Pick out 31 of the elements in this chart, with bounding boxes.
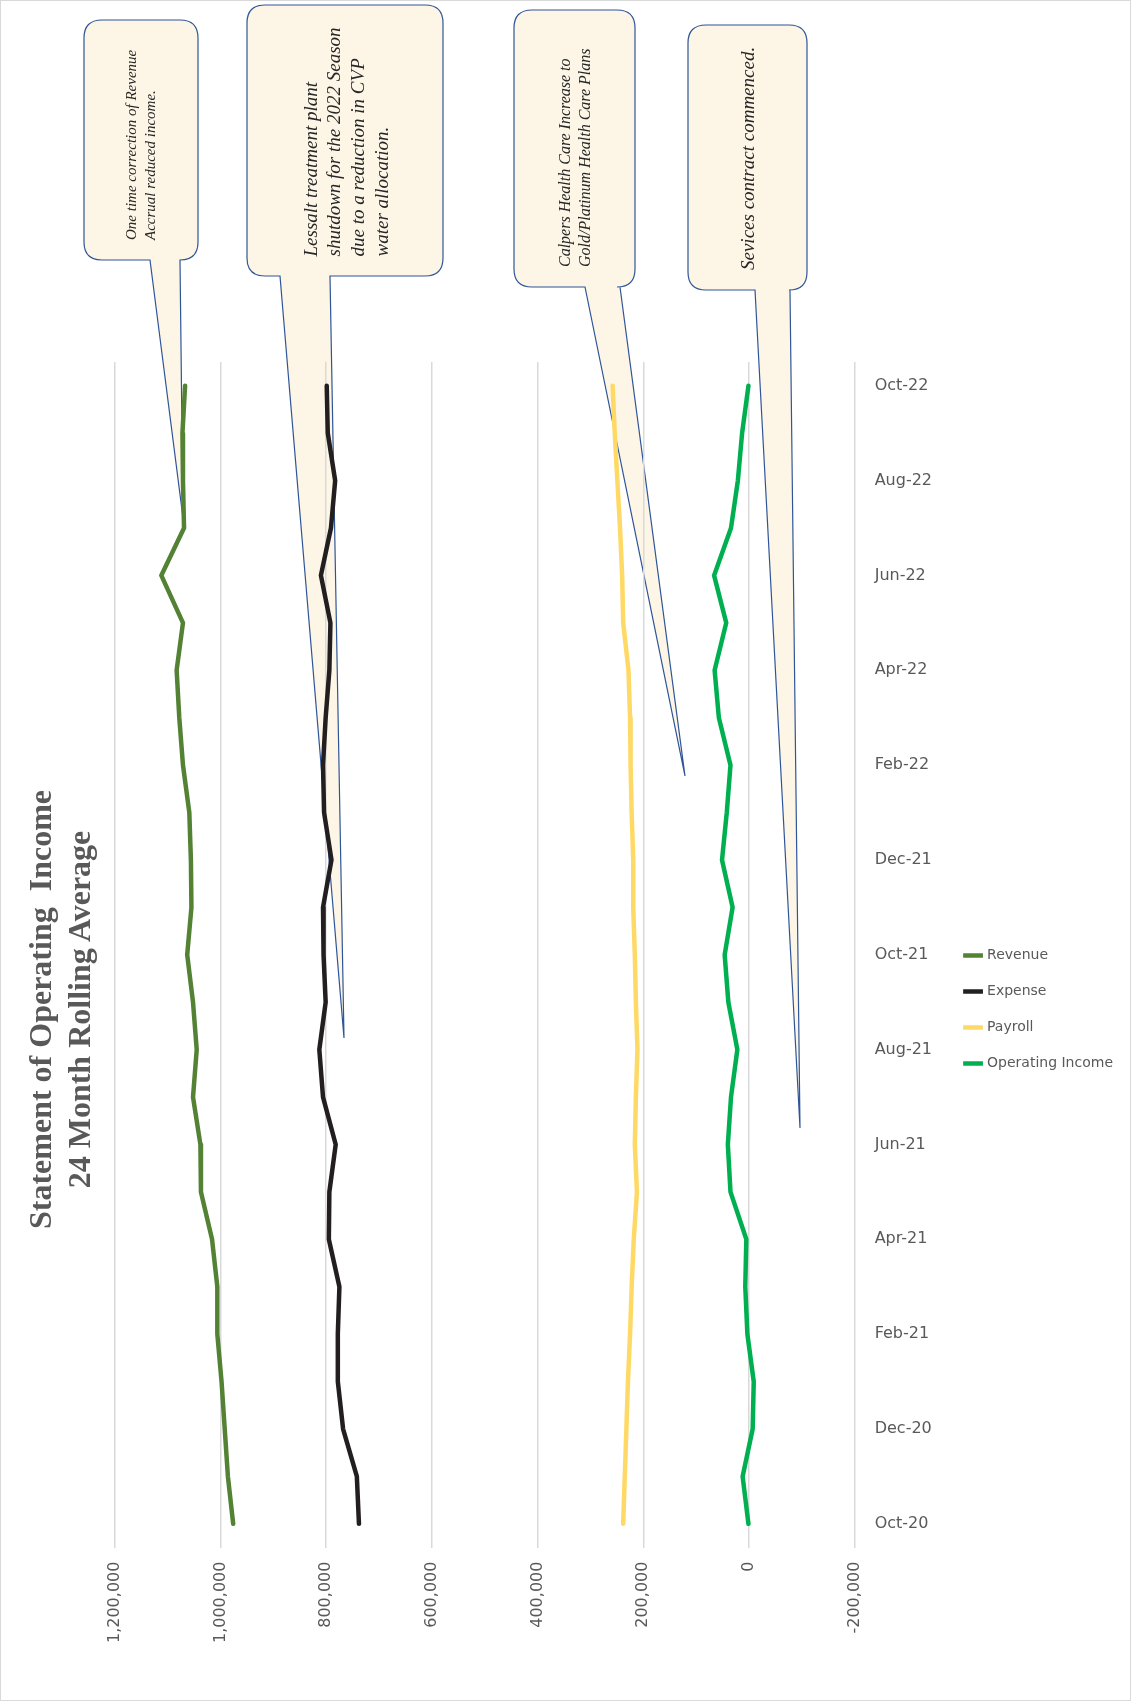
y-tick-label: Apr-21 <box>874 1228 928 1248</box>
legend-label: Revenue <box>987 946 1049 963</box>
legend-label: Expense <box>987 982 1047 999</box>
y-tick-label: Oct-22 <box>874 374 929 394</box>
y-tick-label: Dec-20 <box>874 1418 932 1438</box>
y-tick-label: Oct-21 <box>874 943 929 963</box>
y-tick-label: Oct-20 <box>874 1513 929 1533</box>
text: Statement of Operating Income <box>22 789 59 1230</box>
text: Calpers Health Care Increase to Gold/Platinum Health Care Plans <box>554 47 594 267</box>
x-tick-label: 800,000 <box>315 1561 335 1628</box>
text: 24 Month Rolling Average <box>60 830 97 1189</box>
y-tick-label: Feb-22 <box>874 754 930 774</box>
y-tick-label: Aug-22 <box>874 469 933 489</box>
y-tick-label: Apr-22 <box>874 659 928 679</box>
x-tick-label: 1,200,000 <box>103 1561 123 1644</box>
text: Lessalt treatment plant shutdown for the 2022 Season due to a reduction in CVP water allocation. <box>297 25 392 256</box>
x-tick-label: 1,000,000 <box>209 1561 229 1644</box>
y-tick-label: Jun-21 <box>873 1133 926 1153</box>
y-tick-label: Jun-22 <box>873 564 926 584</box>
text: Sevices contract commenced. <box>735 45 759 270</box>
y-tick-label: Feb-21 <box>874 1323 930 1343</box>
x-tick-label: 600,000 <box>421 1561 441 1628</box>
x-tick-label: -200,000 <box>843 1561 863 1634</box>
text: One time correction of Revenue Accrual reduced income. <box>122 48 159 240</box>
x-tick-label: 400,000 <box>526 1561 546 1628</box>
x-tick-label: 0 <box>738 1561 758 1572</box>
x-tick-label: 200,000 <box>632 1561 652 1628</box>
legend-label: Operating Income <box>987 1054 1114 1071</box>
y-tick-label: Aug-21 <box>874 1038 933 1058</box>
y-tick-label: Dec-21 <box>874 849 932 869</box>
legend-label: Payroll <box>987 1018 1034 1035</box>
